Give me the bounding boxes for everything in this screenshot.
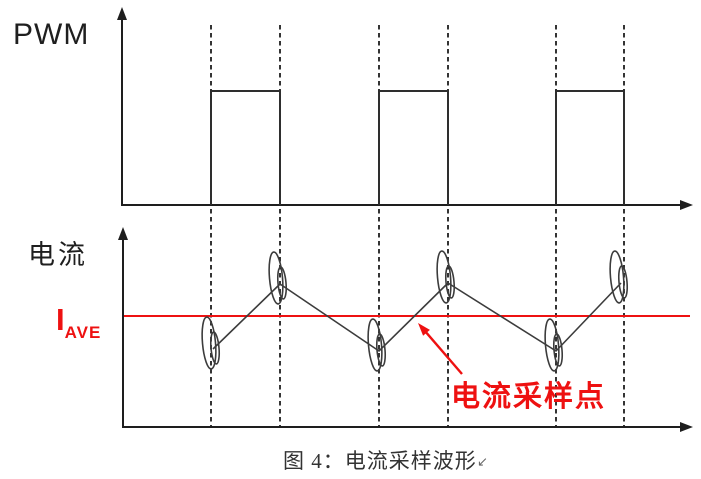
- sampling-point-circle-big: [609, 250, 625, 304]
- sampling-point-circle-big: [268, 251, 284, 305]
- current-axis-label: 电流: [28, 240, 88, 270]
- pwm-chart: PWM: [13, 7, 693, 210]
- sampling-point-circle-big: [201, 316, 217, 370]
- sample-point-label: 电流采样点: [451, 379, 606, 413]
- iave-label: IAVE: [56, 302, 101, 342]
- annotation-arrowhead: [418, 323, 430, 336]
- figure-caption: 图 4：电流采样波形: [283, 449, 477, 473]
- dashed-gridlines: [210, 25, 625, 427]
- sampling-point-circle-small: [209, 331, 221, 365]
- sampling-point-circle-small: [552, 333, 564, 367]
- sample-point-annotation-arrow: [418, 323, 463, 375]
- x-axis-arrowhead: [680, 422, 693, 432]
- x-axis-arrowhead: [680, 200, 693, 210]
- y-axis-arrowhead: [117, 7, 127, 20]
- annotation-arrow-shaft: [422, 329, 463, 375]
- iave-main-text: I: [56, 302, 65, 337]
- pwm-pulse-waveform: [210, 90, 625, 205]
- pwm-pulse: [555, 90, 625, 205]
- current-axes: [118, 227, 693, 432]
- sampling-point-circle-small: [375, 333, 387, 367]
- ripple-polyline: [212, 282, 622, 352]
- sampling-point-circle-small: [276, 266, 288, 300]
- y-axis-arrowhead: [118, 227, 128, 240]
- pwm-pulse: [210, 90, 281, 205]
- sampling-point-circle-big: [544, 318, 560, 372]
- sampling-point-markers: [201, 250, 629, 372]
- pwm-axes: [117, 7, 693, 210]
- pwm-pulse: [378, 90, 449, 205]
- sampling-point-circle-big: [436, 250, 452, 304]
- current-ripple-waveform: [212, 282, 622, 352]
- sampling-point-circle-big: [367, 318, 383, 372]
- caption-return-mark: ↙: [477, 454, 488, 469]
- sampling-point-circle-small: [444, 265, 456, 299]
- pwm-axis-label: PWM: [13, 18, 89, 51]
- current-chart: 电流 IAVE 电流采样点: [28, 227, 693, 432]
- iave-subscript: AVE: [65, 323, 102, 342]
- sampling-point-circle-small: [617, 265, 629, 299]
